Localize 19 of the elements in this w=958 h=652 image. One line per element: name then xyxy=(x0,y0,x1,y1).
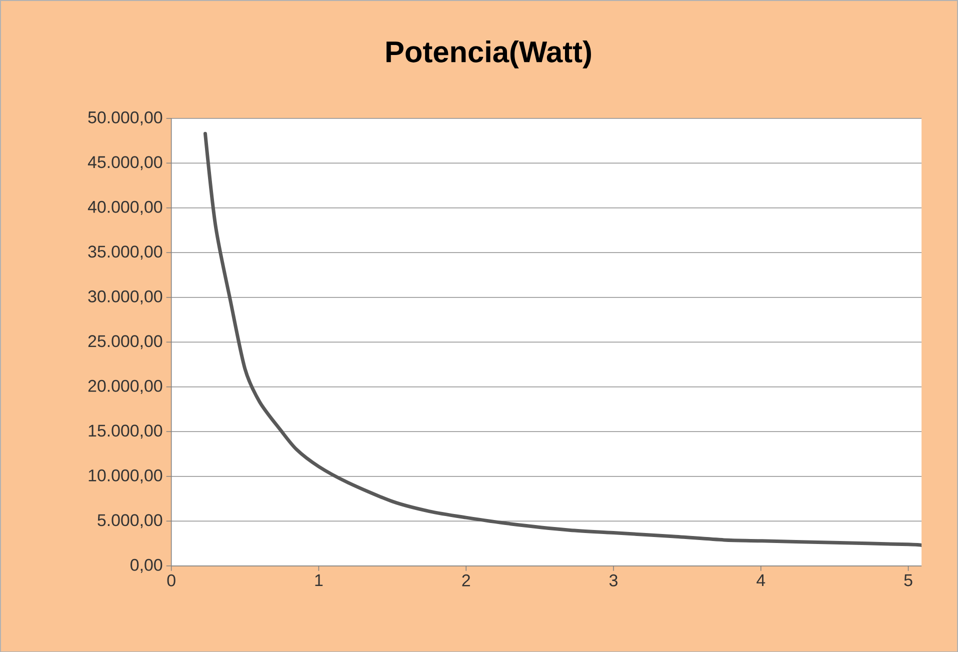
y-tick-label: 0,00 xyxy=(130,558,162,573)
y-tick-label: 25.000,00 xyxy=(88,334,162,349)
y-tick-label: 40.000,00 xyxy=(88,200,162,215)
chart-title: Potencia(Watt) xyxy=(386,40,591,68)
x-tick-label: 1 xyxy=(315,574,323,586)
y-tick-label: 15.000,00 xyxy=(88,424,162,438)
y-tick-label: 30.000,00 xyxy=(88,290,162,304)
y-tick-label: 10.000,00 xyxy=(88,469,162,484)
y-tick-label: 5.000,00 xyxy=(98,514,162,528)
y-tick-label: 45.000,00 xyxy=(88,156,162,170)
y-tick-label: 35.000,00 xyxy=(88,245,162,260)
x-tick-label: 5 xyxy=(904,574,912,586)
x-tick-label: 2 xyxy=(462,574,470,586)
line-series xyxy=(203,132,922,547)
x-tick-label: 3 xyxy=(609,574,618,586)
y-tick-label: 50.000,00 xyxy=(88,111,162,126)
x-tick-label: 4 xyxy=(756,574,766,586)
y-tick-label: 20.000,00 xyxy=(88,380,162,394)
x-tick-label: 0 xyxy=(167,574,176,586)
